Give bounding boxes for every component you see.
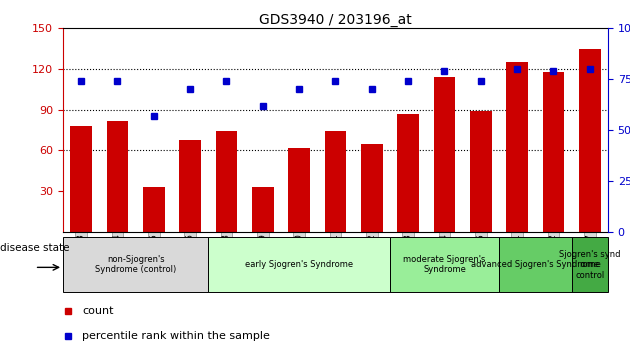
Bar	[579, 48, 600, 232]
Bar	[361, 144, 382, 232]
Bar	[143, 187, 164, 232]
Text: advanced Sjogren's Syndrome: advanced Sjogren's Syndrome	[471, 260, 599, 269]
Bar	[398, 114, 419, 232]
Bar	[209, 237, 390, 292]
Bar	[507, 62, 528, 232]
Text: early Sjogren's Syndrome: early Sjogren's Syndrome	[245, 260, 353, 269]
Bar	[63, 237, 209, 292]
Text: moderate Sjogren's
Syndrome: moderate Sjogren's Syndrome	[403, 255, 486, 274]
Text: disease state: disease state	[0, 243, 69, 253]
Bar	[71, 126, 92, 232]
Bar	[499, 237, 571, 292]
Text: count: count	[82, 306, 113, 316]
Title: GDS3940 / 203196_at: GDS3940 / 203196_at	[259, 13, 412, 27]
Bar	[252, 187, 273, 232]
Text: percentile rank within the sample: percentile rank within the sample	[82, 331, 270, 341]
Bar	[470, 111, 491, 232]
Bar	[390, 237, 499, 292]
Text: Sjogren's synd
rome
control: Sjogren's synd rome control	[559, 250, 621, 280]
Text: non-Sjogren's
Syndrome (control): non-Sjogren's Syndrome (control)	[95, 255, 176, 274]
Bar	[289, 148, 310, 232]
Bar	[571, 237, 608, 292]
Bar	[542, 72, 564, 232]
Bar	[433, 77, 455, 232]
Bar	[324, 131, 346, 232]
Bar	[215, 131, 238, 232]
Bar	[106, 121, 129, 232]
Bar	[180, 139, 201, 232]
